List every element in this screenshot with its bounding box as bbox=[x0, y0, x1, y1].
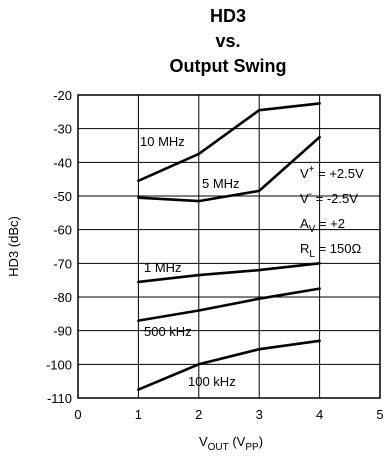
title-line-1: HD3 bbox=[210, 6, 246, 26]
x-tick-label: 5 bbox=[376, 407, 383, 422]
y-tick-label: -50 bbox=[53, 189, 72, 204]
y-axis-label: HD3 (dBc) bbox=[6, 216, 21, 277]
condition-line-1: V+ = +2.5V bbox=[300, 164, 364, 181]
y-tick-label: -90 bbox=[53, 324, 72, 339]
condition-line-3: AV = +2 bbox=[300, 216, 345, 235]
y-tick-label: -30 bbox=[53, 122, 72, 137]
x-tick-label: 3 bbox=[256, 407, 263, 422]
x-tick-label: 2 bbox=[195, 407, 202, 422]
x-axis-label: VOUT (VPP) bbox=[199, 434, 263, 453]
series-line-5-mhz bbox=[137, 135, 321, 203]
y-tick-labels: -20 -30 -40 -50 -60 -70 -80 -90 -100 -110 bbox=[46, 88, 72, 406]
series-lines bbox=[137, 102, 321, 391]
grid-lines bbox=[78, 95, 380, 398]
test-conditions: V+ = +2.5V V- = -2.5V AV = +2 RL = 150Ω bbox=[300, 164, 364, 260]
series-line-500-khz bbox=[137, 287, 321, 322]
y-tick-label: -40 bbox=[53, 155, 72, 170]
y-tick-label: -110 bbox=[47, 391, 72, 406]
x-tick-labels: 0 1 2 3 4 5 bbox=[74, 407, 383, 422]
x-tick-label: 0 bbox=[74, 407, 81, 422]
chart-title: HD3 vs. Output Swing bbox=[170, 6, 287, 76]
y-tick-label: -20 bbox=[53, 88, 72, 103]
series-label-10-mhz: 10 MHz bbox=[140, 134, 185, 149]
x-tick-label: 4 bbox=[316, 407, 323, 422]
title-line-3: Output Swing bbox=[170, 56, 287, 76]
series-line-100-khz bbox=[137, 339, 321, 391]
series-label-5-mhz: 5 MHz bbox=[202, 176, 240, 191]
series-labels: 10 MHz 5 MHz 1 MHz 500 kHz 100 kHz bbox=[140, 134, 240, 389]
y-tick-label: -80 bbox=[53, 290, 72, 305]
condition-line-2: V- = -2.5V bbox=[300, 189, 358, 206]
series-line-10-mhz bbox=[137, 102, 321, 183]
series-label-100-khz: 100 kHz bbox=[188, 374, 236, 389]
series-label-500-khz: 500 kHz bbox=[144, 324, 192, 339]
condition-line-4: RL = 150Ω bbox=[300, 241, 361, 260]
series-line-1-mhz bbox=[137, 261, 321, 284]
y-tick-label: -100 bbox=[46, 357, 72, 372]
x-tick-label: 1 bbox=[135, 407, 142, 422]
plot-area-frame bbox=[77, 94, 381, 399]
title-line-2: vs. bbox=[215, 31, 240, 51]
y-tick-label: -70 bbox=[53, 256, 72, 271]
y-tick-label: -60 bbox=[53, 223, 72, 238]
series-label-1-mhz: 1 MHz bbox=[144, 260, 182, 275]
